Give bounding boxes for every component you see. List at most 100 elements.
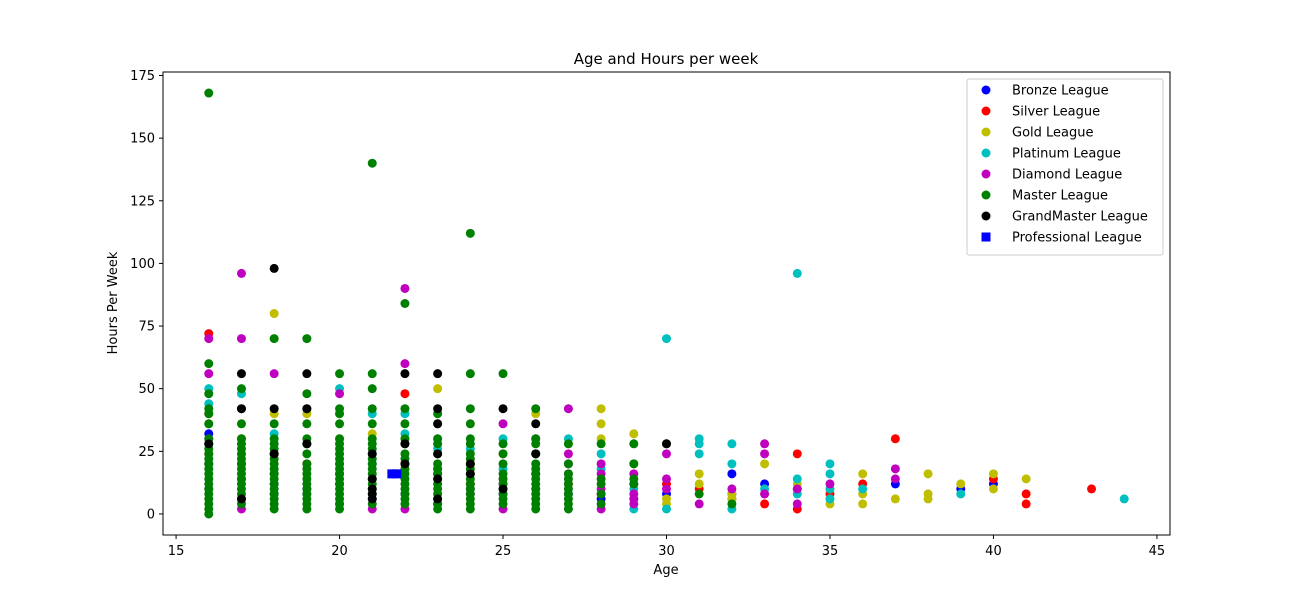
data-point — [302, 369, 312, 379]
data-point — [760, 459, 770, 469]
data-point — [465, 228, 475, 238]
x-tick-label: 15 — [168, 544, 185, 559]
data-point — [204, 409, 214, 419]
data-point — [596, 489, 606, 499]
data-point — [727, 499, 737, 509]
x-axis-label: Age — [653, 563, 678, 578]
data-point — [335, 419, 345, 429]
data-point — [629, 499, 639, 509]
legend-item: Platinum League — [981, 147, 1121, 162]
data-point — [825, 459, 835, 469]
data-point — [531, 419, 541, 429]
x-axis: 15 20 25 30 35 40 45 — [168, 535, 1165, 559]
data-point — [204, 439, 214, 449]
legend-item: GrandMaster League — [981, 210, 1148, 225]
data-point — [890, 494, 900, 504]
data-point — [400, 283, 410, 293]
data-point — [204, 334, 214, 344]
data-point — [694, 489, 704, 499]
data-point — [236, 384, 246, 394]
data-point — [335, 369, 345, 379]
data-point — [204, 389, 214, 399]
data-point — [335, 409, 345, 419]
legend-label: Diamond League — [1012, 168, 1122, 183]
data-point — [498, 419, 508, 429]
data-point — [792, 484, 802, 494]
data-point — [531, 504, 541, 514]
data-point — [392, 469, 402, 479]
legend-label: Gold League — [1012, 126, 1094, 141]
data-point — [596, 459, 606, 469]
y-tick-label: 50 — [138, 382, 155, 397]
data-point — [367, 369, 377, 379]
data-point — [760, 489, 770, 499]
data-point — [1119, 494, 1129, 504]
legend-label: Professional League — [1012, 231, 1142, 246]
data-point — [400, 404, 410, 414]
data-point — [563, 459, 573, 469]
data-point — [367, 419, 377, 429]
data-point — [204, 359, 214, 369]
data-point — [433, 369, 443, 379]
data-point — [563, 449, 573, 459]
data-point — [596, 419, 606, 429]
data-point — [563, 404, 573, 414]
data-points — [204, 88, 1129, 519]
y-axis: 0 25 50 75 100 125 150 175 — [130, 69, 163, 522]
data-point — [465, 459, 475, 469]
data-point — [825, 479, 835, 489]
data-point — [563, 439, 573, 449]
legend-marker — [981, 127, 991, 137]
data-point — [662, 439, 671, 449]
data-point — [465, 439, 475, 449]
y-axis-label: Hours Per Week — [106, 251, 121, 354]
data-point — [498, 404, 508, 414]
data-point — [269, 449, 279, 459]
data-point — [269, 263, 279, 273]
data-point — [629, 479, 639, 489]
x-tick-label: 35 — [822, 544, 839, 559]
legend-label: Silver League — [1012, 105, 1100, 120]
data-point — [792, 474, 802, 484]
data-point — [890, 464, 900, 474]
data-point — [792, 499, 802, 509]
x-tick-label: 20 — [331, 544, 348, 559]
data-point — [400, 439, 410, 449]
legend-label: Bronze League — [1012, 84, 1109, 99]
x-tick-label: 40 — [985, 544, 1002, 559]
data-point — [694, 479, 704, 489]
y-tick-label: 75 — [138, 320, 155, 335]
data-point — [890, 434, 900, 444]
data-point — [727, 469, 737, 479]
data-point — [367, 158, 377, 168]
data-point — [400, 459, 410, 469]
y-tick-label: 0 — [147, 507, 155, 522]
data-point — [236, 268, 246, 278]
data-point — [694, 469, 704, 479]
data-point — [465, 369, 475, 379]
data-point — [433, 504, 443, 514]
data-point — [204, 509, 214, 519]
data-point — [400, 499, 410, 509]
data-point — [694, 439, 704, 449]
data-point — [269, 334, 279, 344]
data-point — [204, 88, 214, 98]
data-point — [792, 449, 802, 459]
data-point — [825, 469, 835, 479]
data-point — [498, 459, 508, 469]
data-point — [269, 404, 279, 414]
data-point — [596, 499, 606, 509]
y-tick-label: 125 — [130, 194, 155, 209]
data-point — [563, 504, 573, 514]
data-point — [302, 404, 312, 414]
data-point — [400, 419, 410, 429]
legend-item: Bronze League — [981, 84, 1109, 99]
data-point — [433, 419, 443, 429]
data-point — [465, 404, 475, 414]
y-tick-label: 100 — [130, 257, 155, 272]
data-point — [367, 474, 377, 484]
legend-marker — [981, 169, 991, 179]
chart-title: Age and Hours per week — [574, 50, 759, 68]
data-point — [988, 484, 998, 494]
